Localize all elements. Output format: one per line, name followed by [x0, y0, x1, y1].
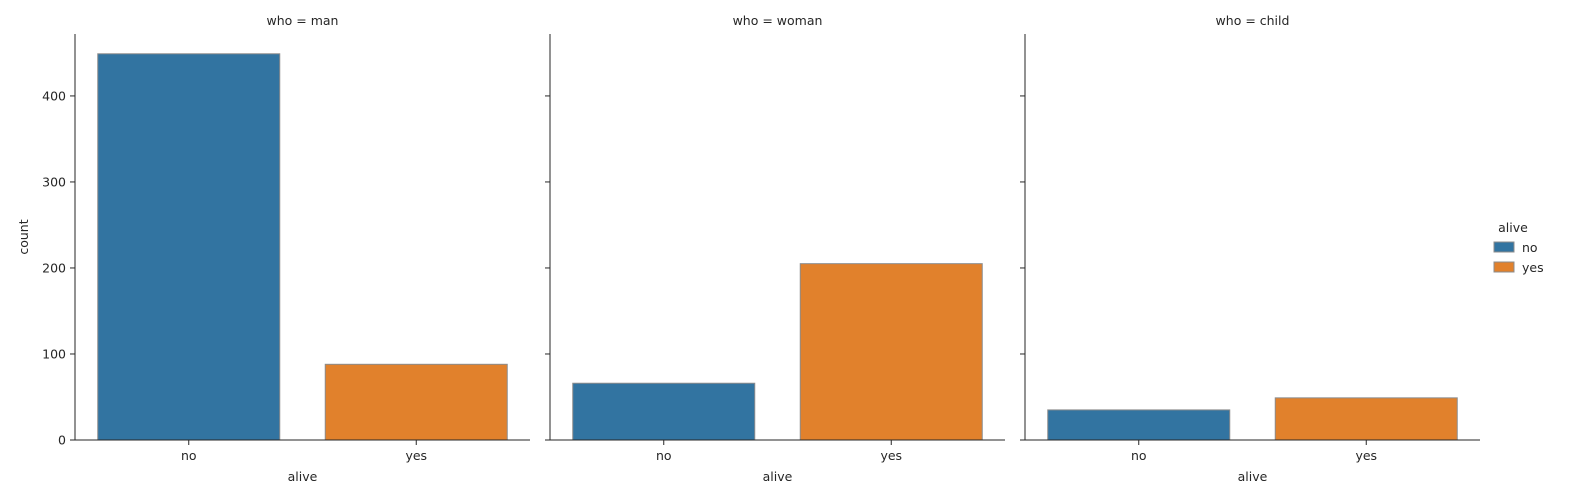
x-tick-label: yes [880, 448, 902, 463]
x-tick-label: yes [405, 448, 427, 463]
bar-no [572, 382, 756, 441]
bar-yes [799, 263, 983, 441]
legend-swatch-no [1493, 241, 1515, 253]
x-axis-label: alive [288, 469, 318, 484]
x-tick-label: no [1131, 448, 1147, 463]
x-axis-label: alive [1238, 469, 1268, 484]
y-tick-label: 0 [58, 433, 66, 448]
legend-label-no: no [1522, 240, 1538, 255]
legend-swatch-yes [1493, 261, 1515, 273]
y-tick-label: 200 [42, 260, 66, 275]
legend-title: alive [1498, 220, 1528, 235]
legend-label-yes: yes [1522, 260, 1544, 275]
y-tick-label: 300 [42, 174, 66, 189]
x-axis-label: alive [763, 469, 793, 484]
bar-no [1047, 409, 1231, 441]
x-tick-label: no [181, 448, 197, 463]
y-axis-label: count [16, 219, 31, 254]
panel-title: who = child [1216, 13, 1290, 28]
y-tick-label: 400 [42, 88, 66, 103]
bar-yes [324, 363, 508, 441]
bar-no [97, 53, 281, 441]
x-tick-label: no [656, 448, 672, 463]
bar-yes [1274, 397, 1458, 441]
panel-title: who = man [267, 13, 339, 28]
y-tick-label: 100 [42, 346, 66, 361]
x-tick-label: yes [1355, 448, 1377, 463]
panel-title: who = woman [733, 13, 823, 28]
